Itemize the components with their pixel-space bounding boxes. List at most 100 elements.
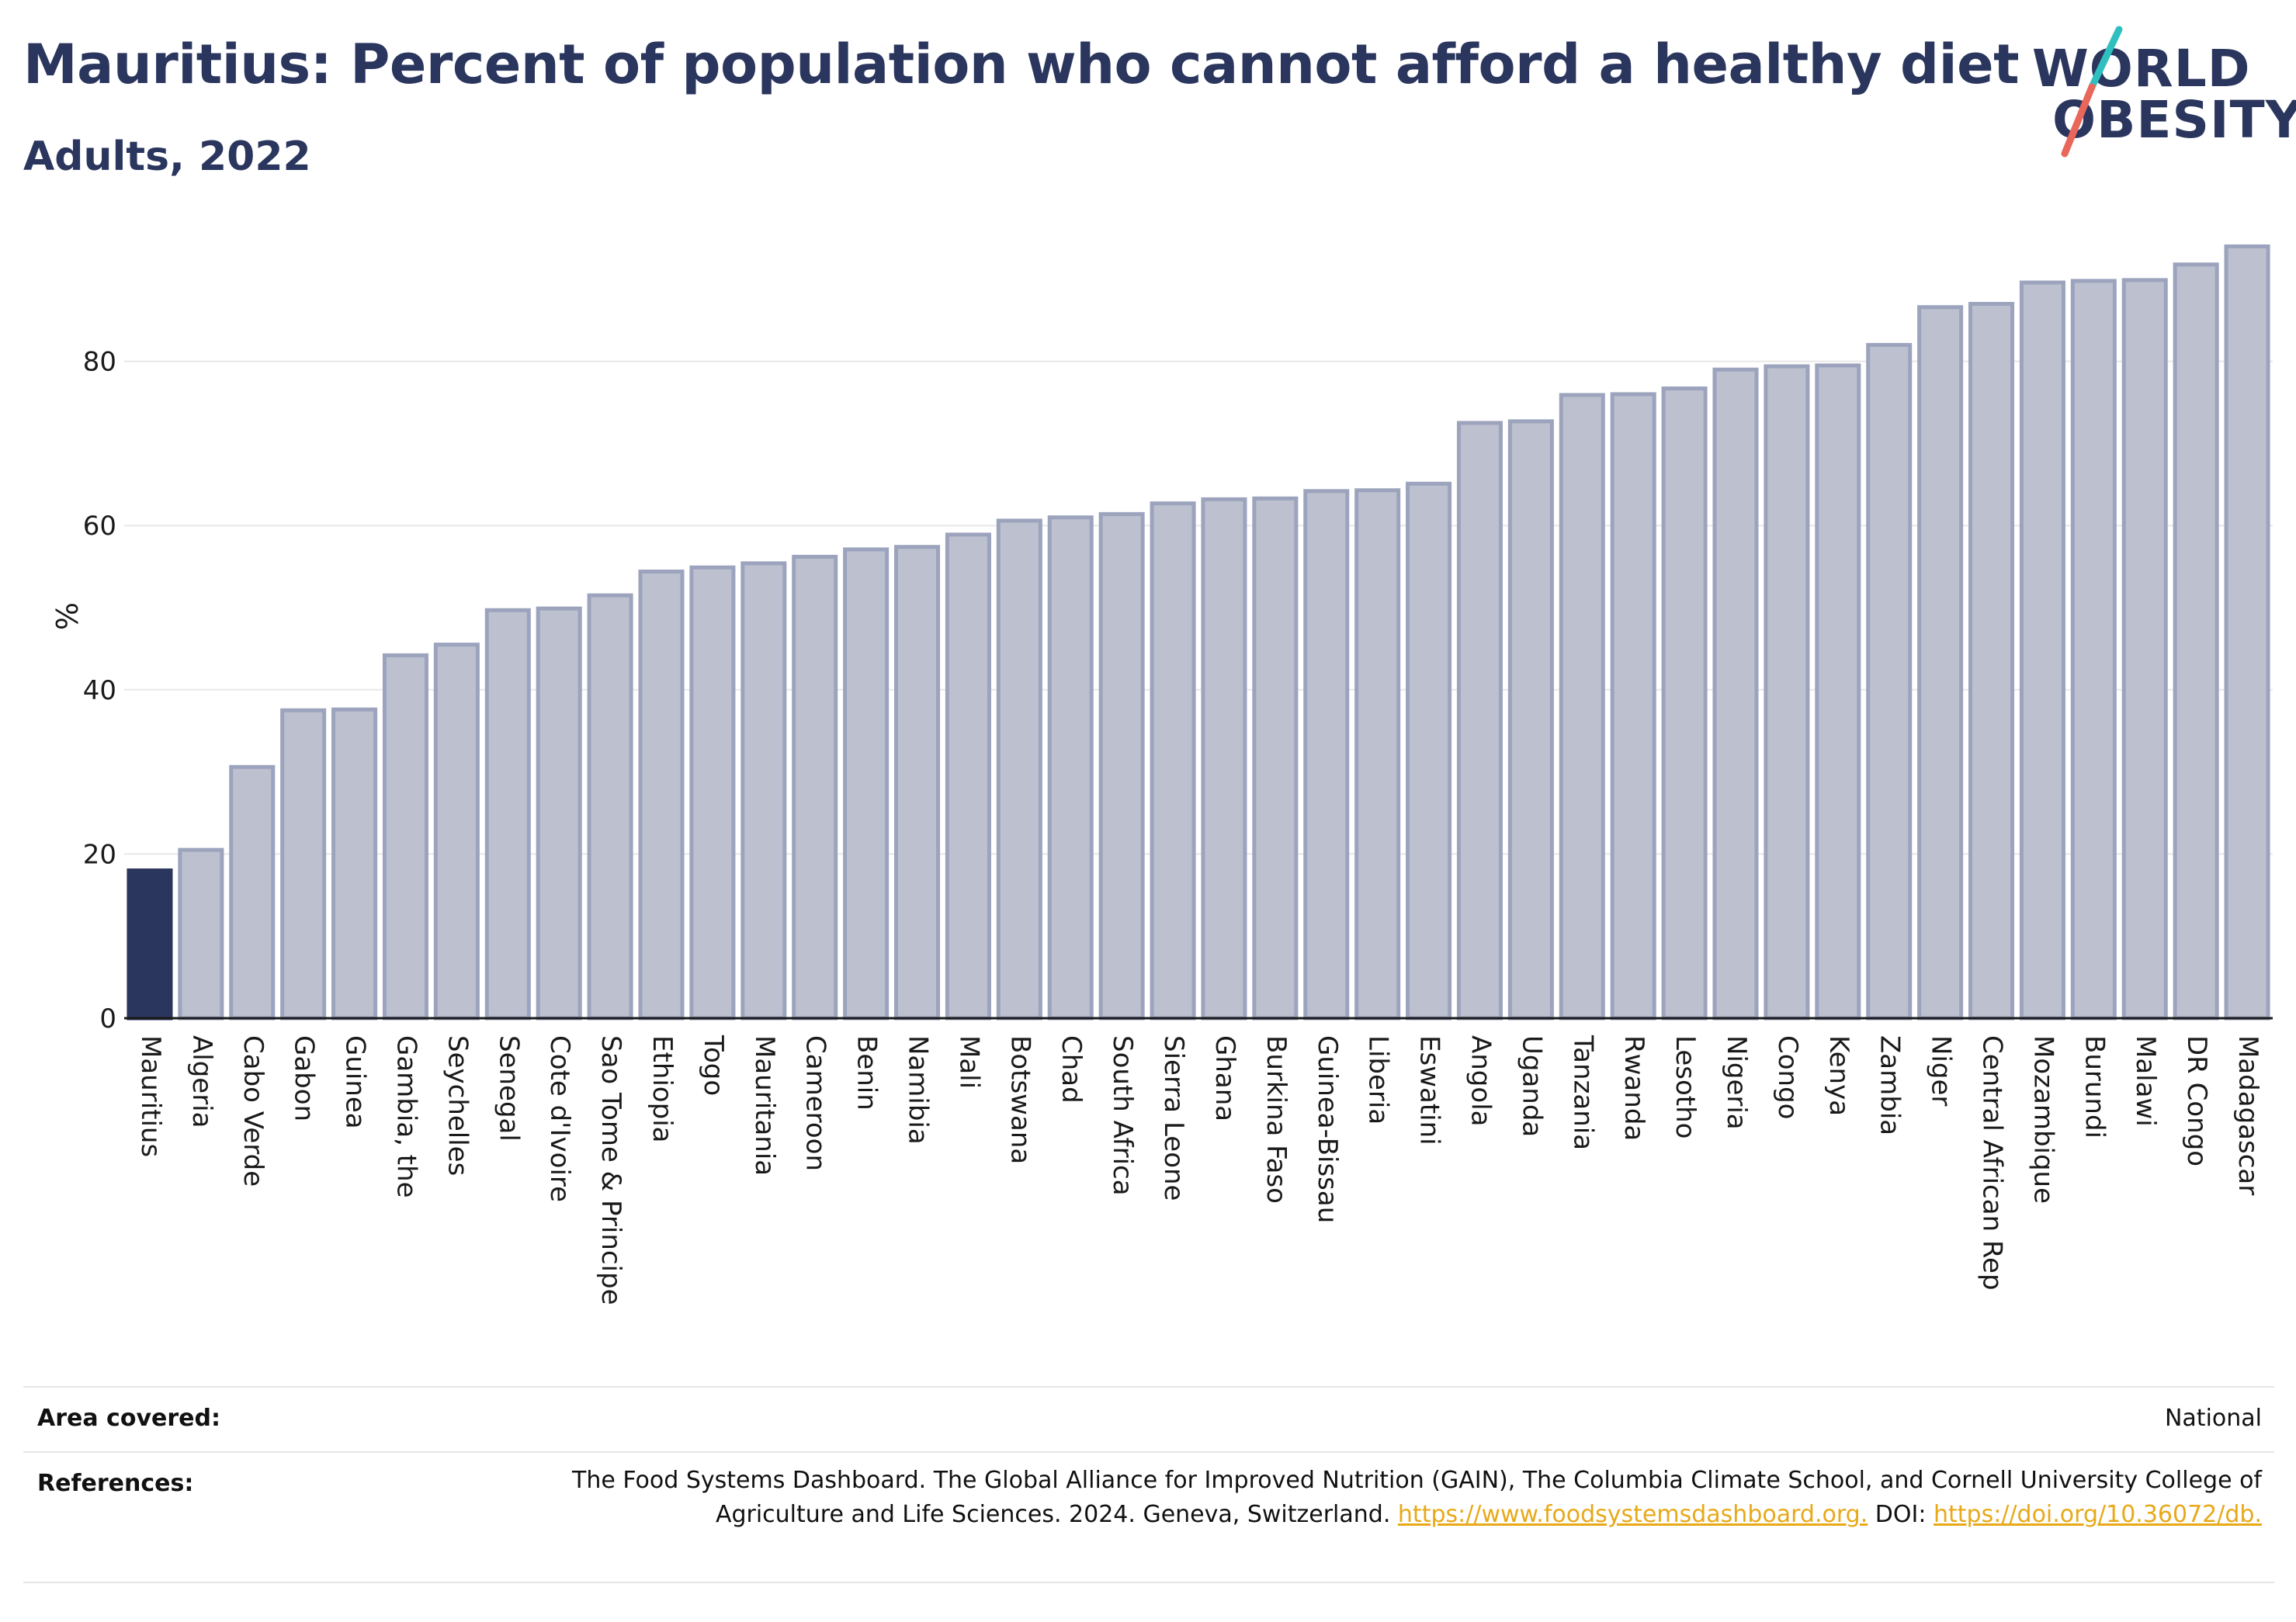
bar-zambia bbox=[1866, 342, 1913, 1021]
bar-uganda bbox=[1507, 419, 1554, 1021]
x-tick-label: Central African Rep bbox=[1977, 1035, 2008, 1291]
bar-nigeria bbox=[1712, 367, 1759, 1021]
x-tick-label: Congo bbox=[1772, 1035, 1803, 1119]
bar-sierra-leone bbox=[1150, 501, 1196, 1021]
y-tick-label: 20 bbox=[83, 839, 116, 870]
x-tick-label: Chad bbox=[1056, 1035, 1087, 1104]
x-tick-label: Benin bbox=[851, 1035, 883, 1111]
x-tick-label: Burundi bbox=[2079, 1035, 2110, 1139]
dashboard-link[interactable]: https://www.foodsystemsdashboard.org. bbox=[1397, 1501, 1868, 1528]
x-tick-label: Uganda bbox=[1516, 1035, 1547, 1137]
bar-ghana bbox=[1201, 497, 1247, 1021]
bar-eswatini bbox=[1406, 481, 1452, 1021]
x-tick-label: Zambia bbox=[1875, 1035, 1906, 1135]
y-tick-label: 80 bbox=[83, 347, 116, 378]
footer: Area covered: National References: The F… bbox=[23, 1386, 2274, 1583]
bar-tanzania bbox=[1559, 393, 1605, 1021]
x-tick-label: Gabon bbox=[289, 1035, 320, 1121]
x-tick-label: Sierra Leone bbox=[1158, 1035, 1189, 1201]
x-tick-label: Ghana bbox=[1209, 1035, 1240, 1121]
bar-congo bbox=[1764, 364, 1810, 1021]
references-text: The Food Systems Dashboard. The Global A… bbox=[554, 1464, 2262, 1532]
x-tick-label: Lesotho bbox=[1670, 1035, 1701, 1139]
bar-mozambique bbox=[2019, 280, 2065, 1021]
x-tick-label: Cote d'Ivoire bbox=[544, 1035, 575, 1202]
doi-link[interactable]: https://doi.org/10.36072/db. bbox=[1934, 1501, 2262, 1528]
y-tick-label: 40 bbox=[83, 675, 116, 706]
bar-chart: 0 20 40 60 80% Mauritius Algeria Cabo Verde Gabo… bbox=[49, 244, 2273, 1305]
x-tick-label: South Africa bbox=[1107, 1035, 1138, 1196]
bar-madagascar bbox=[2224, 244, 2270, 1021]
references-label: References: bbox=[37, 1470, 194, 1497]
x-tick-label: Sao Tome & Principe bbox=[595, 1035, 626, 1305]
x-tick-label: Guinea bbox=[340, 1035, 371, 1129]
bar-rwanda bbox=[1610, 392, 1656, 1021]
bar-malawi bbox=[2121, 278, 2168, 1021]
chart-subtitle: Adults, 2022 bbox=[23, 133, 311, 180]
x-tick-label: Guinea-Bissau bbox=[1312, 1035, 1343, 1223]
bar-togo bbox=[689, 565, 736, 1021]
bar-namibia bbox=[894, 545, 941, 1021]
logo-slash-icon bbox=[2061, 26, 2123, 158]
bar-chad bbox=[1047, 515, 1094, 1021]
bar-dr-congo bbox=[2173, 262, 2219, 1021]
x-tick-label: Rwanda bbox=[1618, 1035, 1649, 1141]
bar-guinea bbox=[331, 707, 378, 1021]
bar-botswana bbox=[996, 518, 1042, 1021]
bar-niger bbox=[1917, 305, 1964, 1021]
bar-seychelles bbox=[433, 643, 480, 1021]
y-axis-title: % bbox=[49, 602, 83, 630]
x-tick-label: Malawi bbox=[2130, 1035, 2161, 1127]
world-obesity-logo: WORLD OBESITY bbox=[2018, 22, 2296, 161]
bar-mauritania bbox=[740, 561, 787, 1021]
x-tick-label: Gambia, the bbox=[390, 1035, 421, 1198]
x-tick-label: Togo bbox=[698, 1035, 729, 1096]
x-tick-label: Tanzania bbox=[1567, 1035, 1598, 1150]
bar-cote-d-ivoire bbox=[536, 606, 582, 1021]
x-tick-label: Namibia bbox=[903, 1035, 934, 1145]
area-covered-label: Area covered: bbox=[37, 1405, 220, 1432]
x-tick-label: Nigeria bbox=[1721, 1035, 1752, 1130]
bar-cameroon bbox=[792, 554, 838, 1021]
bar-gabon bbox=[280, 708, 327, 1021]
x-tick-label: DR Congo bbox=[2181, 1035, 2212, 1166]
area-covered-row: Area covered: National bbox=[23, 1386, 2274, 1451]
doi-label: DOI: bbox=[1875, 1501, 1927, 1528]
references-body: The Food Systems Dashboard. The Global A… bbox=[572, 1467, 2262, 1528]
x-tick-label: Mozambique bbox=[2027, 1035, 2058, 1204]
bar-mali bbox=[945, 532, 991, 1021]
x-tick-label: Ethiopia bbox=[647, 1035, 678, 1142]
chart-title: Mauritius: Percent of population who can… bbox=[23, 33, 2020, 96]
x-tick-label: Mauritania bbox=[749, 1035, 780, 1176]
bar-senegal bbox=[484, 608, 531, 1021]
x-tick-label: Cameroon bbox=[800, 1035, 831, 1171]
bar-liberia bbox=[1354, 488, 1401, 1021]
y-tick-label: 60 bbox=[83, 511, 116, 542]
x-tick-label: Mauritius bbox=[135, 1035, 166, 1157]
x-tick-label: Burkina Faso bbox=[1261, 1035, 1292, 1204]
bar-guinea-bissau bbox=[1303, 489, 1350, 1021]
x-tick-label: Eswatini bbox=[1414, 1035, 1445, 1145]
bar-burkina-faso bbox=[1252, 496, 1299, 1021]
bar-mauritius bbox=[127, 868, 173, 1021]
x-tick-label: Niger bbox=[1926, 1035, 1957, 1106]
area-covered-value: National bbox=[2164, 1405, 2262, 1432]
bar-benin bbox=[843, 547, 890, 1021]
x-tick-label: Madagascar bbox=[2232, 1035, 2263, 1195]
bar-ethiopia bbox=[638, 569, 685, 1021]
references-row: References: The Food Systems Dashboard. … bbox=[23, 1451, 2274, 1583]
y-tick-label: 0 bbox=[99, 1003, 116, 1035]
x-tick-label: Kenya bbox=[1823, 1035, 1854, 1116]
bar-cabo-verde bbox=[229, 764, 276, 1021]
x-tick-label: Angola bbox=[1465, 1035, 1496, 1126]
x-tick-label: Botswana bbox=[1004, 1035, 1035, 1164]
bar-burundi bbox=[2070, 279, 2117, 1021]
bar-south-africa bbox=[1098, 511, 1145, 1021]
x-tick-label: Senegal bbox=[493, 1035, 524, 1142]
logo-line2: OBESITY bbox=[2052, 90, 2296, 150]
bar-angola bbox=[1456, 421, 1503, 1021]
x-tick-label: Mali bbox=[953, 1035, 984, 1089]
logo-line1: WORLD bbox=[2032, 39, 2251, 99]
bar-gambia-the bbox=[382, 653, 428, 1021]
bar-kenya bbox=[1815, 363, 1861, 1021]
